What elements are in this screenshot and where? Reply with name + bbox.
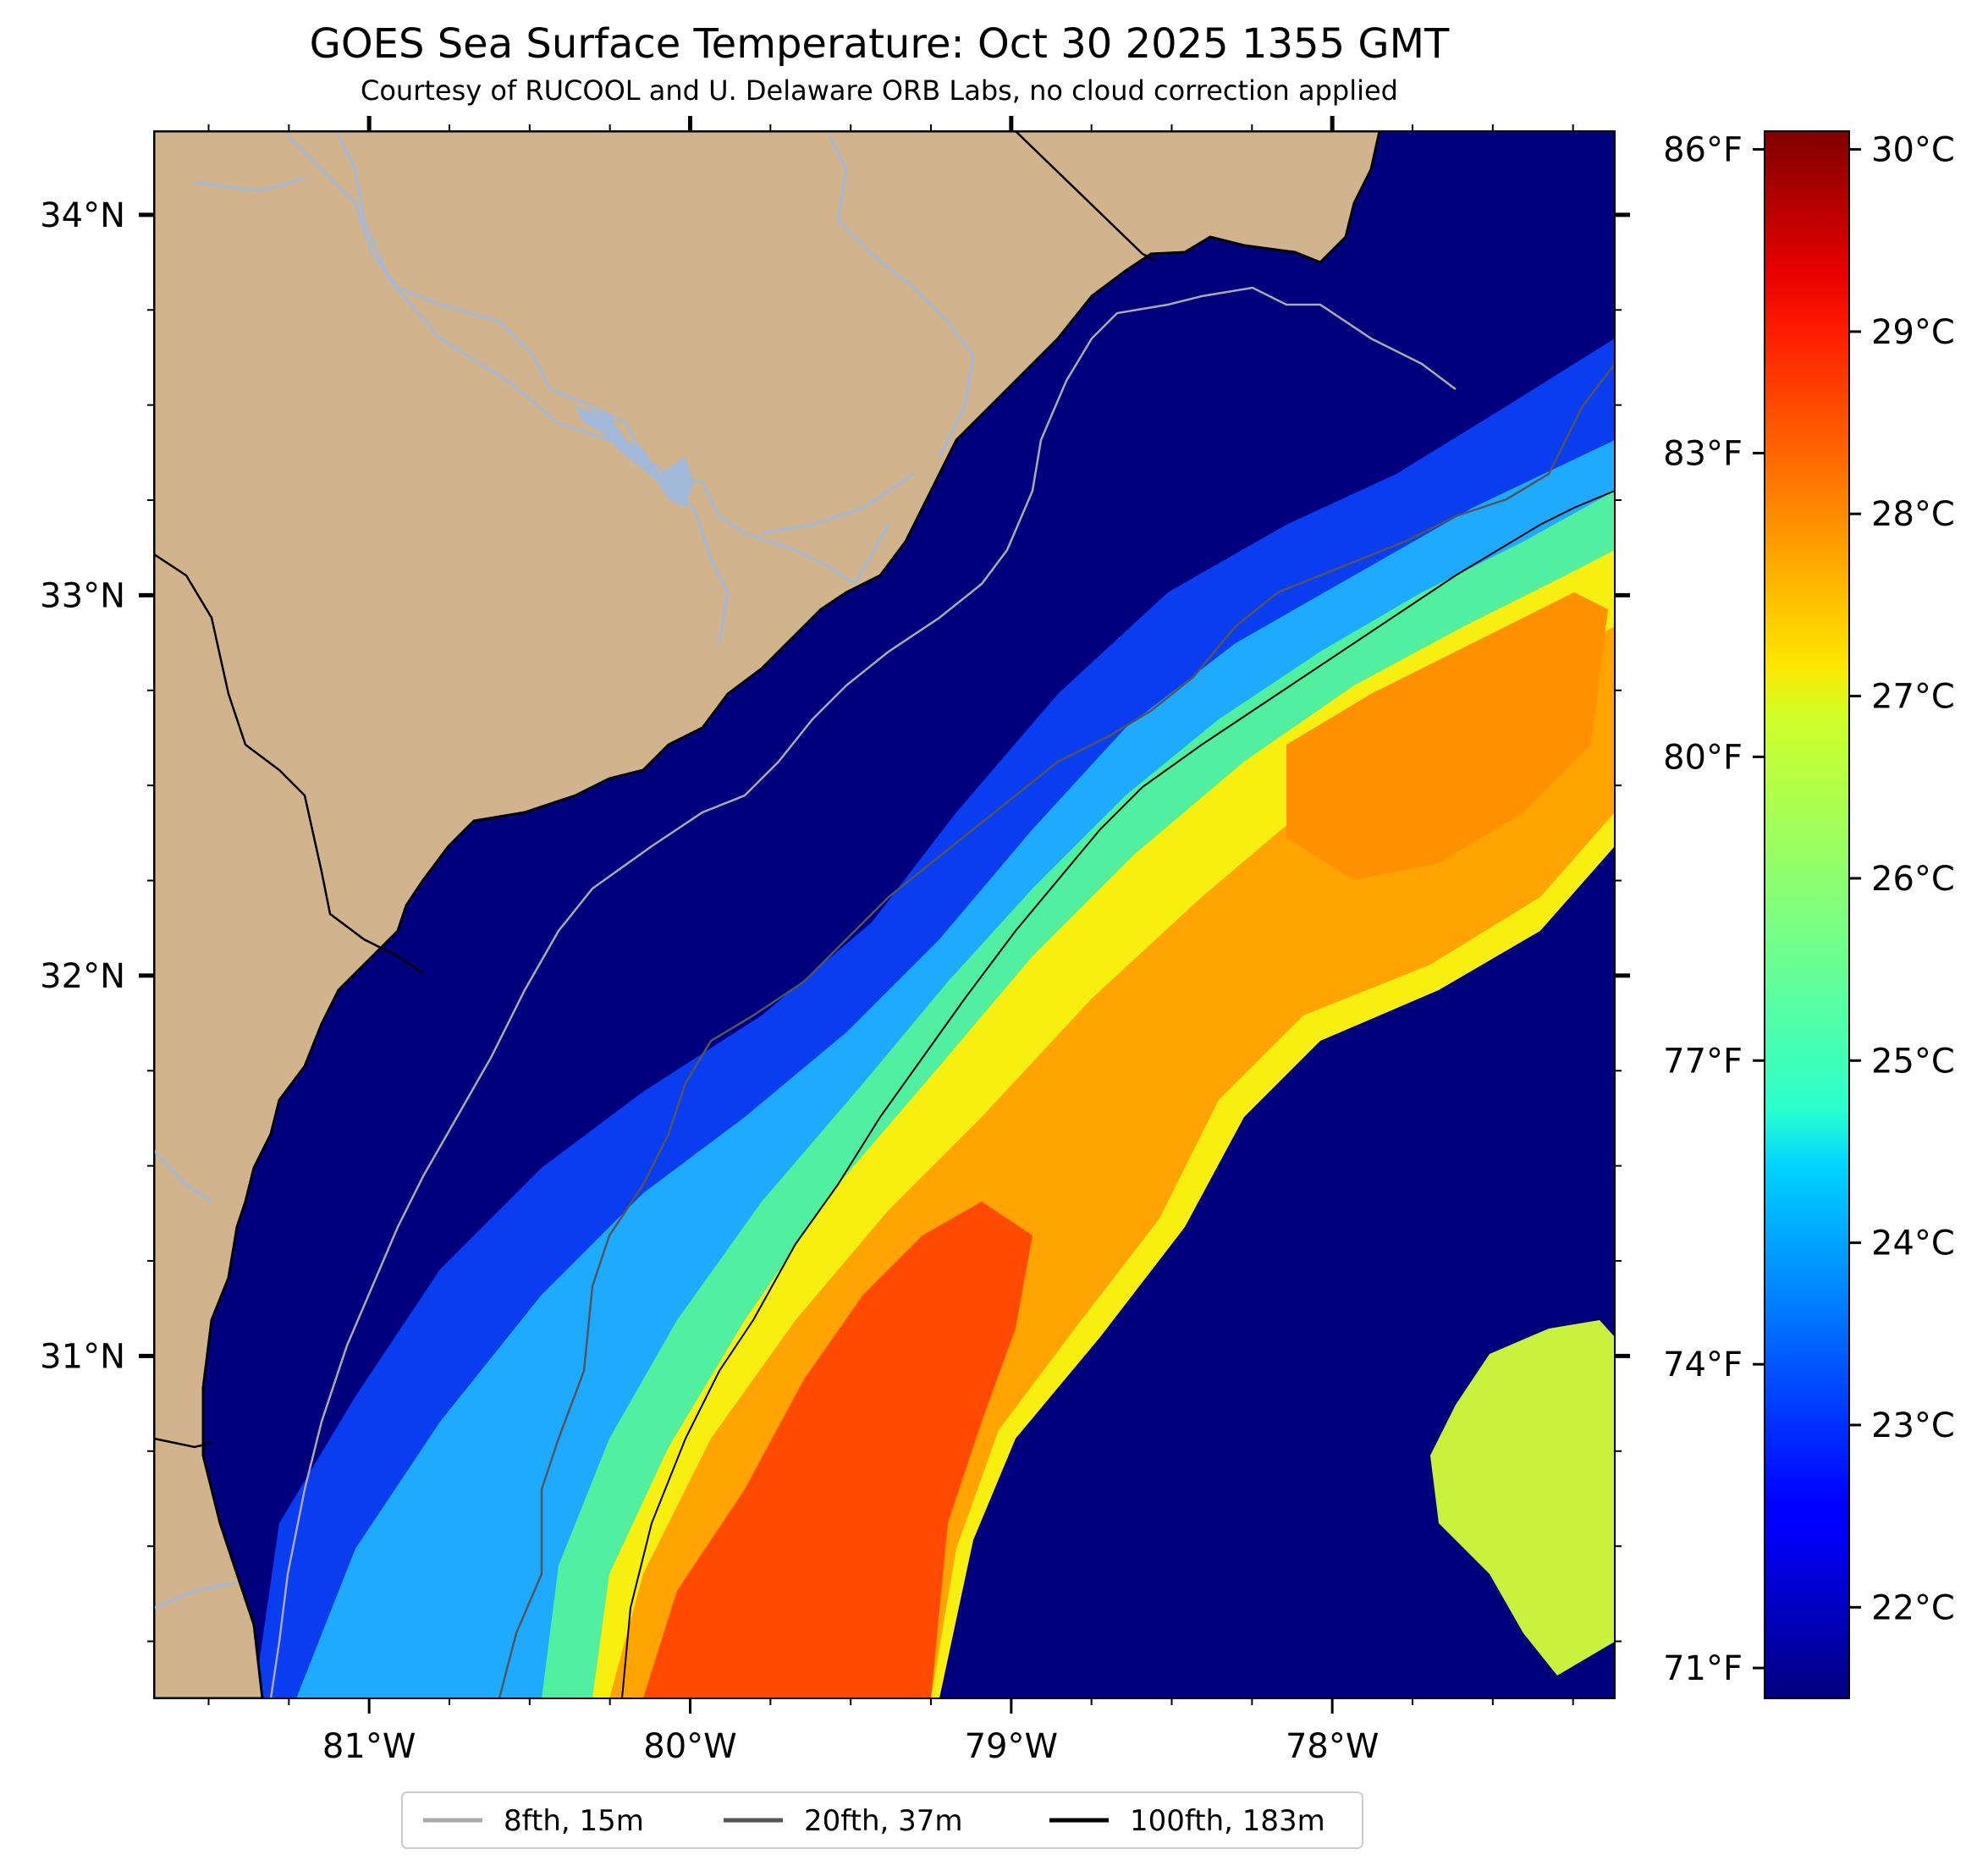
sst-core-orange-upper <box>1286 592 1608 880</box>
lat-tick-label: 32°N <box>40 957 125 996</box>
colorbar: 22°C 23°C 24°C 25°C 26°C 27°C 28°C 29°C 30°C 71°F… <box>1663 130 1955 1699</box>
celsius-tick-label: 28°C <box>1871 495 1955 534</box>
sst-field <box>254 338 1615 1698</box>
celsius-tick-label: 30°C <box>1871 131 1955 170</box>
land <box>154 131 1381 1698</box>
lat-tick-label: 31°N <box>40 1337 125 1376</box>
lat-tick-label: 33°N <box>40 576 125 615</box>
colorbar-ticks: 22°C 23°C 24°C 25°C 26°C 27°C 28°C 29°C 30°C 71°F… <box>1663 131 1955 1689</box>
isobaths <box>269 286 1615 1698</box>
lake-marion <box>575 406 694 508</box>
celsius-tick-label: 23°C <box>1871 1406 1955 1445</box>
figure-title: GOES Sea Surface Temperature: Oct 30 202… <box>310 20 1450 68</box>
state-borders <box>154 131 1156 1449</box>
lon-tick-label: 81°W <box>322 1727 416 1766</box>
sst-core-red <box>643 1202 1033 1698</box>
map-panel <box>154 131 1615 1698</box>
fahrenheit-tick-label: 71°F <box>1663 1649 1743 1688</box>
map-frame <box>153 130 1616 1699</box>
map-axes: 81°W 80°W 79°W 78°W 34°N 33°N 32°N 31°N <box>40 116 1630 1766</box>
legend-label: 100fth, 183m <box>1130 1804 1325 1838</box>
celsius-tick-label: 22°C <box>1871 1588 1955 1627</box>
isobath-100fth <box>621 490 1615 1698</box>
lat-tick-label: 34°N <box>40 196 125 235</box>
isobath-8fth <box>269 286 1457 1698</box>
lon-tick-label: 80°W <box>643 1727 736 1766</box>
isobath-20fth <box>498 363 1615 1698</box>
fahrenheit-tick-label: 86°F <box>1663 131 1743 170</box>
legend-box <box>401 1791 1363 1849</box>
fahrenheit-tick-label: 83°F <box>1663 434 1743 473</box>
fahrenheit-tick-label: 74°F <box>1663 1345 1743 1384</box>
celsius-tick-label: 25°C <box>1871 1042 1955 1081</box>
celsius-tick-label: 24°C <box>1871 1224 1955 1263</box>
fahrenheit-tick-label: 80°F <box>1663 738 1743 777</box>
figure-subtitle: Courtesy of RUCOOL and U. Delaware ORB L… <box>361 74 1398 107</box>
legend-label: 20fth, 37m <box>804 1804 963 1838</box>
fahrenheit-tick-label: 77°F <box>1663 1042 1743 1081</box>
colorbar-gradient <box>1764 130 1850 1699</box>
celsius-tick-label: 27°C <box>1871 678 1955 717</box>
celsius-tick-label: 26°C <box>1871 860 1955 899</box>
legend: 8fth, 15m 20fth, 37m 100fth, 183m <box>401 1791 1363 1849</box>
lon-tick-label: 78°W <box>1286 1727 1379 1766</box>
legend-label: 8fth, 15m <box>504 1804 644 1838</box>
sst-offshore-patch <box>1430 1320 1615 1676</box>
lon-tick-label: 79°W <box>965 1727 1058 1766</box>
celsius-tick-label: 29°C <box>1871 313 1955 352</box>
